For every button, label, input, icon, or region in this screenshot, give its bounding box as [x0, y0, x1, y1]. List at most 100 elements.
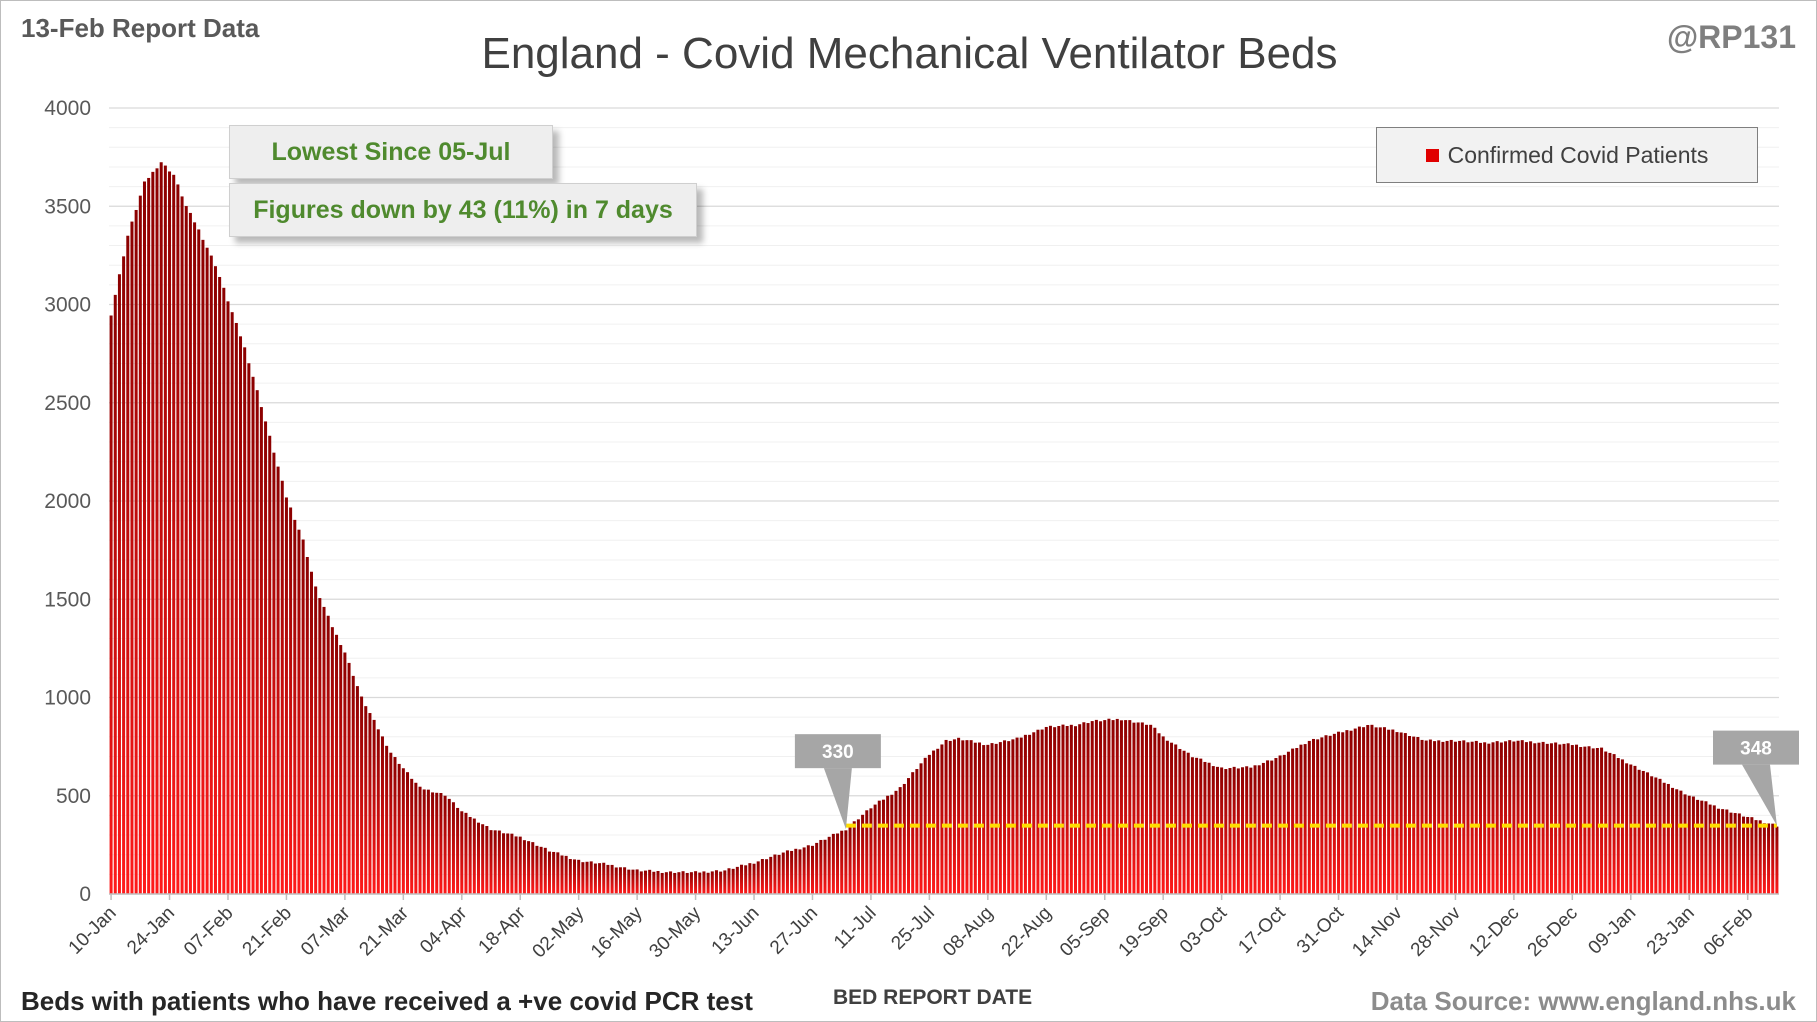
bar — [810, 845, 814, 894]
bar — [1357, 726, 1361, 894]
bar — [1228, 768, 1232, 894]
bar — [289, 507, 293, 894]
bar — [1353, 728, 1357, 894]
bar — [731, 868, 735, 894]
bar — [702, 871, 706, 894]
bar — [1696, 799, 1700, 894]
bar-series-confirmed-covid-patients — [109, 162, 1779, 895]
bar — [502, 833, 506, 894]
bar — [218, 276, 222, 894]
bar — [284, 497, 288, 894]
bar — [1712, 805, 1716, 894]
bar — [756, 861, 760, 894]
bar — [932, 750, 936, 894]
bar — [293, 519, 297, 894]
bar — [222, 287, 226, 894]
bar — [727, 868, 731, 894]
bar — [1161, 736, 1165, 894]
bar — [447, 798, 451, 894]
bar — [1157, 733, 1161, 894]
bar — [902, 783, 906, 894]
bar — [239, 336, 243, 894]
bar — [251, 376, 255, 894]
x-tick-label: 19-Sep — [1115, 903, 1173, 961]
marker-label: 330 — [822, 742, 854, 763]
bar — [911, 772, 915, 894]
x-tick-label: 27-Jun — [766, 903, 822, 959]
x-tick-label: 05-Sep — [1056, 903, 1114, 961]
bar — [1307, 740, 1311, 894]
bar — [1654, 777, 1658, 894]
bar — [276, 466, 280, 894]
bar — [1758, 820, 1762, 894]
bar — [881, 799, 885, 894]
x-tick-label: 12-Dec — [1465, 903, 1523, 961]
marker-pointer — [1742, 764, 1777, 826]
bar — [543, 847, 547, 894]
bar — [472, 818, 476, 894]
bar — [1687, 795, 1691, 894]
bar — [781, 852, 785, 894]
bar — [1449, 739, 1453, 894]
bar — [1032, 732, 1036, 894]
x-tick-label: 09-Jan — [1584, 903, 1640, 959]
bar — [1028, 734, 1032, 894]
bar — [151, 171, 155, 895]
bar — [1345, 730, 1349, 894]
bar — [602, 862, 606, 894]
bar — [497, 830, 501, 894]
bar — [1274, 758, 1278, 894]
bar — [823, 839, 827, 894]
bar — [1625, 763, 1629, 894]
bar — [435, 792, 439, 894]
bar — [1090, 721, 1094, 894]
bar — [560, 855, 564, 894]
bar — [1094, 719, 1098, 894]
bar — [840, 830, 844, 894]
bar — [1144, 724, 1148, 894]
x-tick-label: 28-Nov — [1407, 902, 1466, 961]
bar — [598, 863, 602, 894]
bar — [1324, 735, 1328, 894]
bar — [489, 830, 493, 894]
bar — [606, 864, 610, 894]
bar — [1520, 740, 1524, 894]
bar — [1245, 766, 1249, 894]
x-axis-tick-labels: 10-Jan 24-Jan 07-Feb 21-Feb 07-Mar 21-Mar 04-A… — [65, 902, 1758, 962]
bar — [1078, 724, 1082, 894]
bar — [389, 752, 393, 894]
bar — [1600, 747, 1604, 894]
bar — [1174, 744, 1178, 894]
bar — [393, 757, 397, 894]
bar — [856, 819, 860, 894]
bar — [977, 742, 981, 894]
bar — [255, 390, 259, 894]
bar — [1011, 739, 1015, 894]
bar — [1215, 766, 1219, 894]
bar — [485, 826, 489, 894]
bar — [1437, 740, 1441, 894]
bar — [1391, 729, 1395, 894]
footer-note: Beds with patients who have received a +… — [21, 986, 753, 1016]
bar — [205, 247, 209, 895]
bar — [1074, 726, 1078, 894]
bar — [1641, 770, 1645, 894]
y-tick-label: 2500 — [44, 392, 91, 415]
bar — [573, 859, 577, 894]
marker-pointer — [823, 768, 852, 830]
bar — [1708, 804, 1712, 894]
x-tick-label: 04-Apr — [416, 902, 472, 958]
bar — [1332, 733, 1336, 894]
bar — [142, 181, 146, 895]
x-tick-label: 07-Feb — [180, 903, 237, 960]
bar — [877, 800, 881, 894]
bar — [1554, 742, 1558, 894]
bar — [1725, 809, 1729, 894]
bar — [919, 763, 923, 894]
bar — [309, 571, 313, 894]
bar — [593, 863, 597, 894]
bar — [318, 598, 322, 894]
bar — [343, 652, 347, 894]
bar — [1370, 724, 1374, 894]
bar — [1750, 817, 1754, 894]
